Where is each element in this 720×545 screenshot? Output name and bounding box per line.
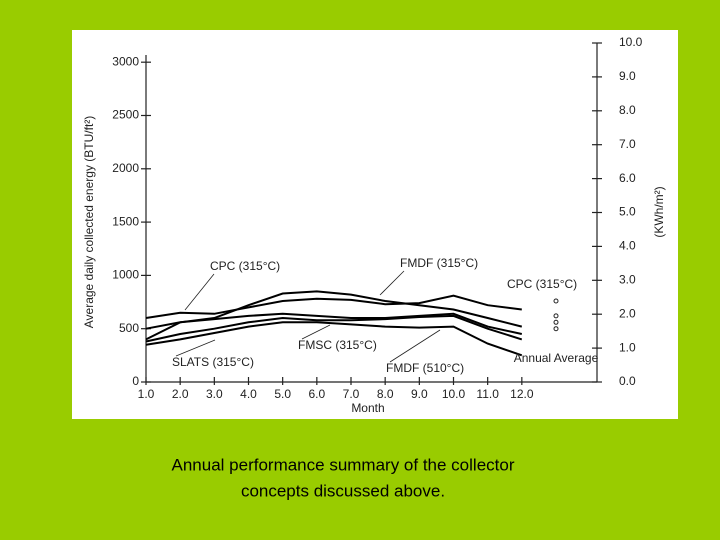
- y-tick-label: 1500: [112, 214, 139, 228]
- annual-label: Annual Average: [514, 351, 599, 365]
- x-tick-label: 12.0: [510, 387, 534, 401]
- y-tick-label: 2000: [112, 161, 139, 175]
- y2-tick-label: 6.0: [619, 171, 636, 185]
- annual-point: [553, 298, 559, 304]
- x-tick-label: 7.0: [343, 387, 360, 401]
- y2-tick-label: 4.0: [619, 239, 636, 253]
- caption: concepts discussed above.: [241, 481, 445, 500]
- y-tick-label: 1000: [112, 268, 139, 282]
- caption: Annual performance summary of the collec…: [172, 455, 515, 474]
- annual-point: [553, 313, 559, 319]
- x-tick-label: 8.0: [377, 387, 394, 401]
- series-label: FMSC (315°C): [298, 338, 377, 352]
- leader: [184, 273, 215, 311]
- y-tick-label: 500: [119, 321, 139, 335]
- series-label: CPC (315°C): [507, 277, 577, 291]
- annual-point: [553, 319, 559, 325]
- x-tick-label: 6.0: [308, 387, 325, 401]
- series-label: CPC (315°C): [210, 259, 280, 273]
- y2-tick-label: 5.0: [619, 205, 636, 219]
- y-tick-label: 3000: [112, 54, 139, 68]
- y2-tick-label: 0.0: [619, 374, 636, 388]
- series-label: FMDF (315°C): [400, 256, 478, 270]
- y2-tick-label: 8.0: [619, 103, 636, 117]
- x-tick-label: 11.0: [476, 387, 499, 401]
- series-line: [145, 314, 523, 343]
- x-tick-label: 10.0: [442, 387, 466, 401]
- series-line: [145, 321, 523, 357]
- leader: [389, 329, 441, 363]
- leader: [175, 339, 216, 357]
- series-label: FMDF (510°C): [386, 361, 464, 375]
- y2-tick-label: 9.0: [619, 69, 636, 83]
- x-tick-label: 9.0: [411, 387, 428, 401]
- x-axis-title: Month: [351, 401, 384, 415]
- leader: [379, 270, 405, 296]
- annual-point: [553, 326, 559, 332]
- x-tick-label: 5.0: [274, 387, 291, 401]
- y-axis-title: Average daily collected energy (BTU/ft²): [82, 116, 96, 329]
- y2-axis-title: (KWh/m²): [652, 186, 666, 237]
- y2-tick-label: 1.0: [619, 340, 636, 354]
- series-line: [145, 294, 522, 319]
- x-tick-label: 4.0: [240, 387, 257, 401]
- x-tick-label: 1.0: [138, 387, 155, 401]
- y2-tick-label: 7.0: [619, 137, 636, 151]
- y-tick-label: 0: [132, 374, 139, 388]
- chart-panel: [72, 30, 678, 419]
- series-label: SLATS (315°C): [172, 355, 254, 369]
- y2-tick-label: 3.0: [619, 272, 636, 286]
- leader: [301, 324, 331, 340]
- x-tick-label: 2.0: [172, 387, 189, 401]
- series-line: [145, 312, 523, 335]
- x-tick-label: 3.0: [206, 387, 223, 401]
- y2-tick-label: 10.0: [619, 35, 643, 49]
- y-tick-label: 2500: [112, 108, 139, 122]
- y2-tick-label: 2.0: [619, 306, 636, 320]
